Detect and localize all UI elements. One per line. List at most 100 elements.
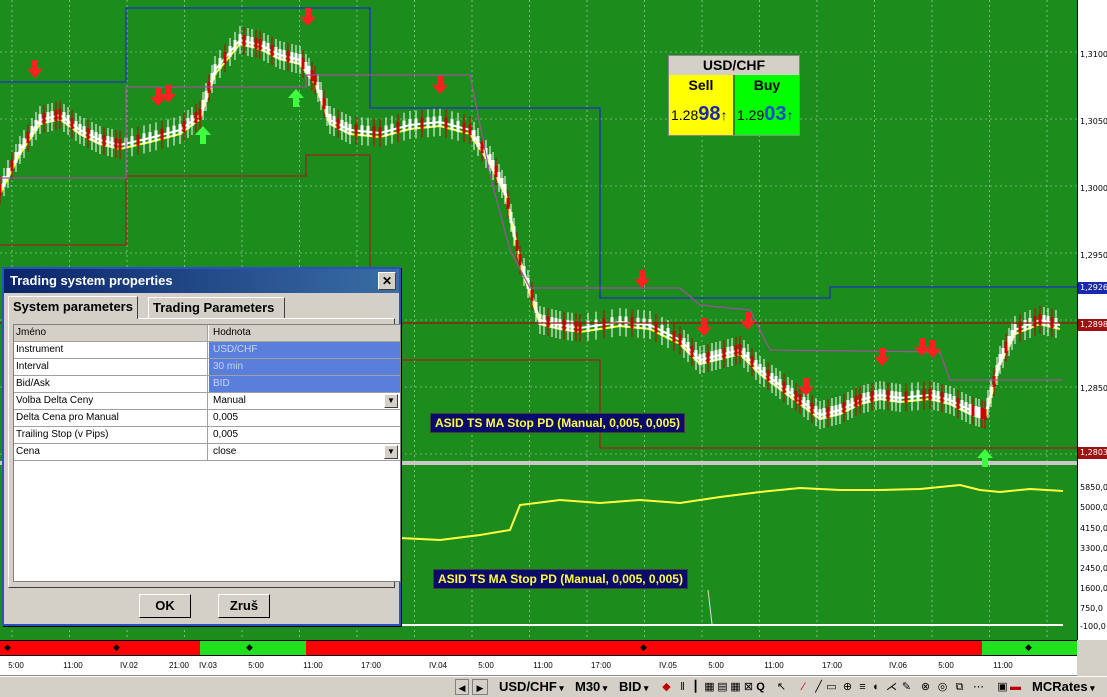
param-name: Volba Delta Ceny [14,393,208,409]
param-value-select[interactable]: Manual ▼ [209,393,400,409]
param-row[interactable]: Volba Delta Ceny Manual ▼ [14,393,400,410]
candle-body [682,338,686,349]
fibonacci-icon[interactable]: ≡ [859,681,866,693]
tab-trading-parameters[interactable]: Trading Parameters [148,297,285,319]
cancel-button[interactable]: Zruš [218,594,270,618]
candle-body [94,132,98,143]
sell-button[interactable]: Sell 1.2898↑ [669,75,733,135]
trendline-icon[interactable]: ∕ [802,681,805,693]
alert-icon[interactable]: ▬ [1010,681,1021,693]
osc-label: 5850,0 [1080,483,1107,492]
grid-icon[interactable]: ▦ [730,681,741,693]
param-row[interactable]: Instrument USD/CHF [14,342,400,359]
candle-body [678,334,682,345]
stop-price-marker: 1,2926 [1078,282,1107,294]
candle-body [172,125,176,137]
arc-icon[interactable]: ◐ [873,681,880,693]
param-value[interactable]: 0,005 [213,429,239,440]
target-icon[interactable]: ◎ [937,681,948,693]
candle-body [82,126,86,137]
bar-chart-icon[interactable]: ‖ [680,681,685,693]
candle-body [624,316,628,328]
param-value[interactable]: USD/CHF [209,342,400,358]
long-signal-segment [982,641,1077,655]
zoom-icon[interactable]: Q [756,681,765,693]
close-button[interactable]: ✕ [378,272,396,290]
sell-arrow-icon [634,270,650,288]
dots-icon[interactable]: ⋯ [973,681,984,693]
candle-body [910,390,914,402]
candle-body [34,120,38,131]
zoom-out-icon[interactable]: ⊠ [743,681,754,693]
param-row[interactable]: Trailing Stop (v Pips) 0,005 [14,427,400,444]
param-value[interactable]: 30 min [209,359,400,375]
calendar-icon[interactable]: ▣ [997,681,1008,693]
osc-label: 750,0 [1080,604,1103,613]
price-scale[interactable]: 1,3100 1,3050 1,3000 1,2950 1,2926 1,289… [1077,0,1107,640]
chevron-down-icon[interactable]: ▼ [384,445,398,459]
candle-body [1018,322,1022,333]
interval-selector[interactable]: M30 ▾ [575,679,608,694]
dialog-title[interactable]: Trading system properties [4,269,399,293]
param-row[interactable]: Cena close ▼ [14,444,400,461]
osc-label: 4150,0 [1080,524,1107,533]
candle-body [313,74,317,85]
param-row[interactable]: Delta Cena pro Manual 0,005 [14,410,400,427]
candle-body [594,319,598,331]
candle-body [538,314,542,325]
price-label: 1,3000 [1080,184,1107,193]
fan-icon[interactable]: ⋌ [886,681,897,693]
tab-system-parameters[interactable]: System parameters [8,296,138,319]
scroll-left-button[interactable]: ◀ [455,679,469,695]
candle-body [730,346,734,357]
candle-body [971,405,975,416]
candle-body [18,144,22,155]
time-label: 17:00 [360,661,382,670]
side-selector[interactable]: BID ▾ [619,679,649,694]
candle-body [213,64,217,75]
grid-icon[interactable]: ▦ [704,681,715,693]
scroll-right-button[interactable]: ▶ [472,679,488,695]
candle-icon[interactable]: ┃ [692,681,699,693]
text-icon[interactable]: ✎ [901,681,912,693]
sell-arrow-icon [740,312,756,330]
candle-body [328,114,332,125]
candle-body [890,390,894,402]
candle-body [974,406,978,417]
candle-body [130,136,134,148]
candle-body [690,346,694,357]
sell-arrow-icon [300,8,316,26]
line-icon[interactable]: ╱ [815,681,822,693]
candle-body [38,114,42,125]
candle-body [948,394,952,405]
candle-body [246,36,250,47]
chevron-down-icon[interactable]: ▼ [384,394,398,408]
param-value[interactable]: 0,005 [213,412,239,423]
layers-icon[interactable]: ⧉ [955,681,964,693]
candle-body [198,109,202,120]
param-row[interactable]: Bid/Ask BID [14,376,400,393]
erase-icon[interactable]: ⊗ [920,681,931,693]
table-icon[interactable]: ▤ [717,681,728,693]
candle-body [278,49,282,60]
candle-body [286,51,290,62]
price-label: 1,2850 [1080,384,1107,393]
channel-icon[interactable]: ▭ [826,681,837,693]
symbol-selector[interactable]: USD/CHF ▾ [499,679,564,694]
time-label: IV.06 [889,661,907,670]
price-label: 1,3100 [1080,50,1107,59]
param-value-select[interactable]: close ▼ [209,444,400,460]
candle-body [983,409,987,420]
param-name: Delta Cena pro Manual [14,410,208,426]
sell-arrow-icon [874,348,890,366]
param-row[interactable]: Interval 30 min [14,359,400,376]
zoom-in-icon[interactable]: ⊕ [842,681,853,693]
candle-body [866,392,870,403]
marker-icon[interactable]: ◆ [662,681,671,693]
buy-button[interactable]: Buy 1.2903↑ [735,75,799,135]
cursor-icon[interactable]: ↖ [776,681,787,693]
candle-body [530,290,534,301]
ok-button[interactable]: OK [139,594,191,618]
param-value[interactable]: BID [209,376,400,392]
provider-selector[interactable]: MCRates ▾ [1032,679,1095,694]
